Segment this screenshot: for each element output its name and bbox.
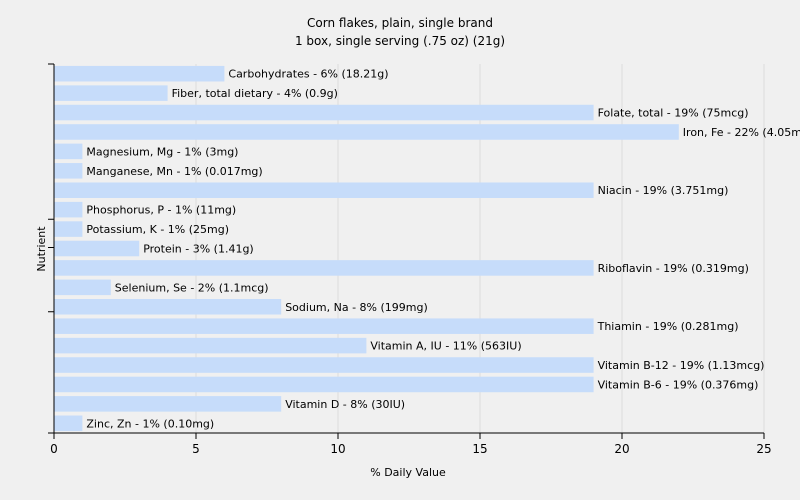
bar	[54, 337, 367, 354]
y-axis-label: Nutrient	[35, 226, 48, 272]
data-label: Carbohydrates - 6% (18.21g)	[228, 68, 388, 81]
bar	[54, 221, 83, 237]
bars: Carbohydrates - 6% (18.21g) Fiber, total …	[54, 65, 800, 432]
x-tick-label: 0	[50, 442, 58, 456]
data-label: Niacin - 19% (3.751mg)	[598, 184, 729, 197]
data-label: Vitamin B-12 - 19% (1.13mcg)	[598, 359, 765, 372]
bar	[54, 357, 594, 373]
chart-title: Corn flakes, plain, single brand	[307, 16, 493, 30]
bar	[54, 85, 168, 101]
data-label: Thiamin - 19% (0.281mg)	[597, 320, 739, 333]
bar	[54, 163, 83, 179]
bar	[54, 240, 140, 257]
data-label: Magnesium, Mg - 1% (3mg)	[86, 145, 238, 158]
bar	[54, 65, 225, 82]
bar	[54, 104, 594, 121]
chart-subtitle: 1 box, single serving (.75 oz) (21g)	[295, 34, 505, 48]
data-label: Vitamin A, IU - 11% (563IU)	[370, 340, 521, 353]
data-label: Manganese, Mn - 1% (0.017mg)	[86, 165, 262, 178]
data-label: Vitamin B-6 - 19% (0.376mg)	[598, 378, 759, 391]
data-label: Fiber, total dietary - 4% (0.9g)	[172, 87, 338, 100]
bar	[54, 396, 282, 412]
x-tick-label: 25	[756, 442, 771, 456]
bar	[54, 298, 282, 315]
bar	[54, 376, 594, 393]
bar	[54, 318, 594, 334]
data-label: Iron, Fe - 22% (4.05mg)	[683, 126, 800, 139]
data-label: Zinc, Zn - 1% (0.10mg)	[86, 417, 214, 430]
bar	[54, 415, 83, 432]
data-label: Protein - 3% (1.41g)	[143, 243, 254, 256]
data-label: Vitamin D - 8% (30IU)	[285, 398, 405, 411]
data-label: Sodium, Na - 8% (199mg)	[285, 301, 428, 314]
x-tick-label: 20	[614, 442, 629, 456]
data-label: Potassium, K - 1% (25mg)	[86, 223, 229, 236]
x-axis-label: % Daily Value	[370, 466, 446, 479]
data-label: Phosphorus, P - 1% (11mg)	[86, 204, 236, 217]
bar	[54, 201, 83, 218]
bar	[54, 124, 679, 140]
x-tick-label: 10	[330, 442, 345, 456]
bar	[54, 143, 83, 160]
data-label: Riboflavin - 19% (0.319mg)	[598, 262, 749, 275]
x-tick-label: 15	[472, 442, 487, 456]
data-label: Folate, total - 19% (75mcg)	[598, 107, 749, 120]
bar	[54, 279, 111, 296]
bar	[54, 260, 594, 276]
bar	[54, 182, 594, 199]
axes: 0 5 10 15 20 25	[48, 63, 772, 456]
data-label: Selenium, Se - 2% (1.1mcg)	[115, 281, 269, 294]
x-tick-label: 5	[192, 442, 200, 456]
